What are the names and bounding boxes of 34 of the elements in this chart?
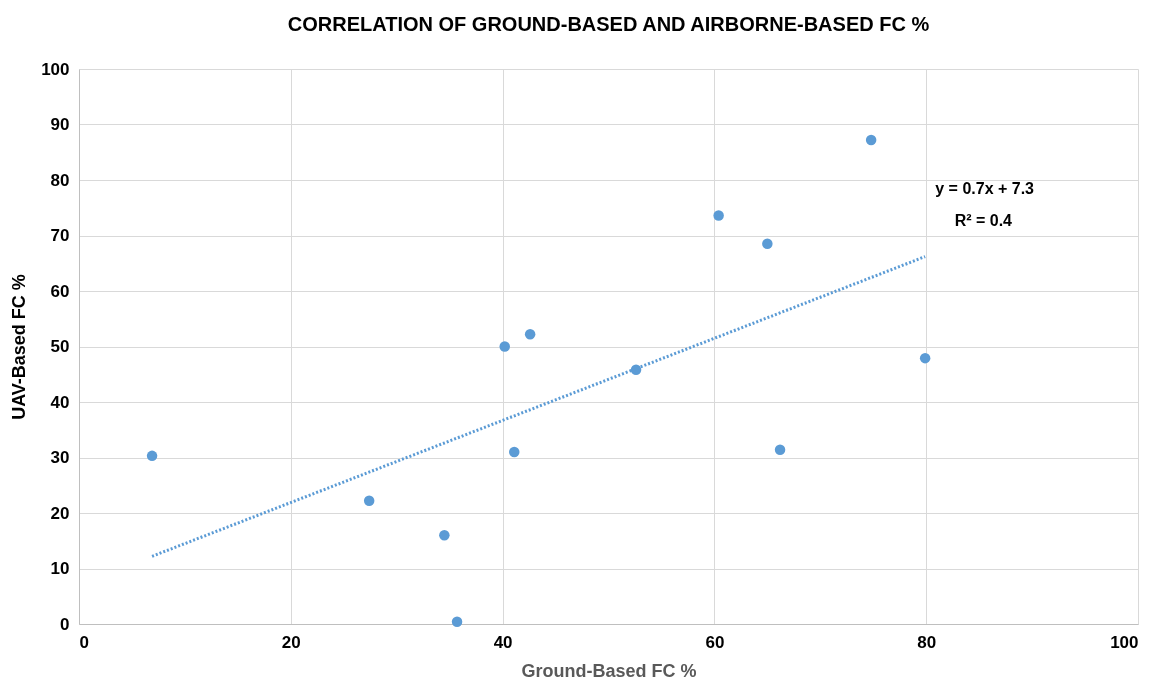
y-tick-label: 90 [50,115,70,134]
point [363,495,375,507]
x-tick-label: 80 [917,632,937,652]
y-tick-label: 10 [50,559,70,578]
point [774,444,786,455]
point [509,446,520,458]
x-tick-label: 40 [493,632,513,652]
annotation: y = 0.7x + 7.3 [935,180,1035,197]
x-axis-title: Ground-Based FC % [521,660,697,681]
annotation: R² = 0.4 [954,212,1013,229]
point [499,341,510,352]
x-tick-label: 20 [281,632,301,652]
y-tick-label: 70 [50,226,70,245]
point [762,238,773,250]
point [146,450,158,462]
x-tick-label: 100 [1110,632,1139,652]
y-tick-label: 60 [50,281,70,301]
chart-title: CORRELATION OF GROUND-BASED AND AIRBORNE-BASED FC % [287,13,930,35]
point [439,529,450,541]
point [865,134,877,146]
y-tick-label: 50 [50,337,70,356]
x-tick-label: 0 [79,632,89,652]
point [524,329,536,340]
y-tick-label: 80 [50,170,70,190]
point [713,210,724,221]
y-tick-label: 100 [41,59,70,79]
y-tick-label: 40 [50,392,70,412]
y-tick-label: 0 [60,614,70,634]
y-tick-label: 30 [50,448,70,467]
y-axis-title: UAV-Based FC % [9,274,30,420]
y-tick-label: 20 [50,503,70,523]
point [919,352,931,364]
point [451,616,463,628]
x-tick-label: 60 [705,632,725,652]
